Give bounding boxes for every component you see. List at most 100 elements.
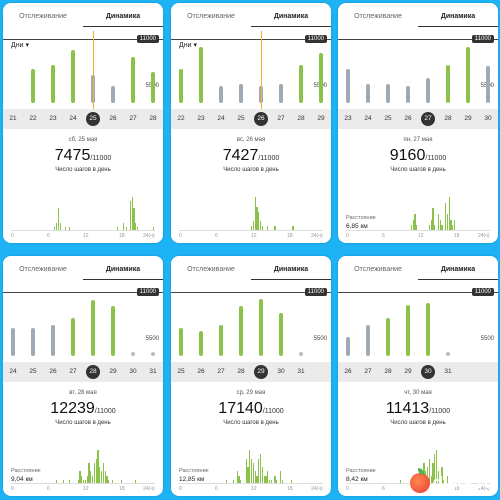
day-bar[interactable] — [219, 325, 223, 356]
date-label[interactable]: 26 — [344, 368, 352, 375]
day-bar[interactable] — [366, 84, 370, 103]
date-label[interactable]: 29 — [253, 362, 269, 382]
date-label[interactable]: 29 — [317, 115, 325, 122]
day-bar[interactable] — [426, 303, 430, 356]
date-selector[interactable]: 21 22 23 24 25 26 27 28 — [3, 109, 163, 129]
date-label[interactable]: 23 — [49, 115, 57, 122]
date-label[interactable]: 22 — [177, 115, 185, 122]
date-label[interactable]: 23 — [344, 115, 352, 122]
day-bar[interactable] — [71, 317, 75, 356]
date-selector[interactable]: 26 27 28 29 30 31 — [338, 362, 498, 382]
day-bar[interactable] — [239, 306, 243, 356]
date-label[interactable]: 25 — [384, 115, 392, 122]
date-selector[interactable]: 24 25 26 27 28 29 30 31 — [3, 362, 163, 382]
day-bar[interactable] — [466, 47, 470, 103]
date-label[interactable]: 25 — [29, 368, 37, 375]
day-bar[interactable] — [91, 300, 95, 356]
day-bar[interactable] — [11, 328, 15, 356]
day-bar[interactable] — [151, 72, 155, 103]
day-bar[interactable] — [199, 47, 203, 103]
tab-tracking[interactable]: Отслеживание — [19, 13, 67, 20]
day-bar[interactable] — [219, 85, 223, 103]
date-selector[interactable]: 22 23 24 25 26 27 28 29 — [171, 109, 331, 129]
day-bar[interactable] — [446, 64, 450, 103]
day-bar[interactable] — [279, 84, 283, 103]
day-bar[interactable] — [111, 306, 115, 356]
day-bar[interactable] — [51, 64, 55, 103]
date-label[interactable]: 26 — [49, 368, 57, 375]
date-label[interactable]: 26 — [404, 115, 412, 122]
day-bar[interactable] — [346, 68, 350, 103]
tab-dynamics[interactable]: Динамика — [440, 266, 476, 273]
tab-tracking[interactable]: Отслеживание — [19, 266, 67, 273]
date-label[interactable]: 27 — [129, 115, 137, 122]
tab-dynamics[interactable]: Динамика — [105, 13, 141, 20]
tab-tracking[interactable]: Отслеживание — [187, 13, 235, 20]
day-bar[interactable] — [31, 68, 35, 103]
date-label[interactable]: 24 — [69, 115, 77, 122]
day-bar[interactable] — [111, 85, 115, 103]
day-bar[interactable] — [406, 85, 410, 103]
day-bar[interactable] — [386, 317, 390, 356]
date-label[interactable]: 24 — [9, 368, 17, 375]
date-label[interactable]: 29 — [464, 115, 472, 122]
day-bar[interactable] — [199, 331, 203, 356]
date-selector[interactable]: 25 26 27 28 29 30 31 — [171, 362, 331, 382]
day-bar[interactable] — [386, 84, 390, 103]
date-label[interactable]: 30 — [129, 368, 137, 375]
day-bar[interactable] — [406, 305, 410, 356]
date-label[interactable]: 25 — [177, 368, 185, 375]
tab-dynamics[interactable]: Динамика — [440, 13, 476, 20]
day-bar[interactable] — [131, 56, 135, 103]
day-bar[interactable] — [179, 328, 183, 356]
date-label[interactable]: 28 — [384, 368, 392, 375]
date-label[interactable]: 24 — [364, 115, 372, 122]
date-label[interactable]: 22 — [29, 115, 37, 122]
date-label[interactable]: 25 — [237, 115, 245, 122]
date-label[interactable]: 27 — [217, 368, 225, 375]
date-label[interactable]: 28 — [444, 115, 452, 122]
date-label[interactable]: 28 — [85, 362, 101, 382]
day-bar[interactable] — [279, 312, 283, 356]
day-bar[interactable] — [299, 64, 303, 103]
tab-tracking[interactable]: Отслеживание — [354, 266, 402, 273]
date-label[interactable]: 25 — [85, 109, 101, 129]
date-label[interactable]: 31 — [444, 368, 452, 375]
day-bar[interactable] — [426, 78, 430, 103]
date-label[interactable]: 27 — [277, 115, 285, 122]
period-dropdown[interactable]: Дни ▾ — [179, 42, 197, 49]
day-bar[interactable] — [239, 84, 243, 103]
date-label[interactable]: 26 — [109, 115, 117, 122]
day-bar[interactable] — [259, 298, 263, 356]
date-label[interactable]: 30 — [484, 115, 492, 122]
day-bar[interactable] — [31, 328, 35, 356]
date-label[interactable]: 21 — [9, 115, 17, 122]
date-label[interactable]: 30 — [277, 368, 285, 375]
date-label[interactable]: 31 — [149, 368, 157, 375]
date-label[interactable]: 23 — [197, 115, 205, 122]
date-label[interactable]: 31 — [297, 368, 305, 375]
day-bar[interactable] — [319, 53, 323, 103]
tab-dynamics[interactable]: Динамика — [273, 13, 309, 20]
date-label[interactable]: 29 — [109, 368, 117, 375]
day-bar[interactable] — [366, 325, 370, 356]
date-label[interactable]: 28 — [149, 115, 157, 122]
date-label[interactable]: 26 — [197, 368, 205, 375]
date-label[interactable]: 26 — [253, 109, 269, 129]
day-bar[interactable] — [51, 325, 55, 356]
tab-tracking[interactable]: Отслеживание — [187, 266, 235, 273]
date-label[interactable]: 27 — [420, 109, 436, 129]
date-selector[interactable]: 23 24 25 26 27 28 29 30 — [338, 109, 498, 129]
date-label[interactable]: 27 — [364, 368, 372, 375]
date-label[interactable]: 29 — [404, 368, 412, 375]
date-label[interactable]: 28 — [237, 368, 245, 375]
day-bar[interactable] — [179, 68, 183, 103]
day-bar[interactable] — [71, 50, 75, 103]
date-label[interactable]: 30 — [420, 362, 436, 382]
tab-dynamics[interactable]: Динамика — [105, 266, 141, 273]
day-bar[interactable] — [486, 65, 490, 103]
tab-tracking[interactable]: Отслеживание — [354, 13, 402, 20]
date-label[interactable]: 28 — [297, 115, 305, 122]
day-bar[interactable] — [346, 337, 350, 356]
date-label[interactable]: 27 — [69, 368, 77, 375]
